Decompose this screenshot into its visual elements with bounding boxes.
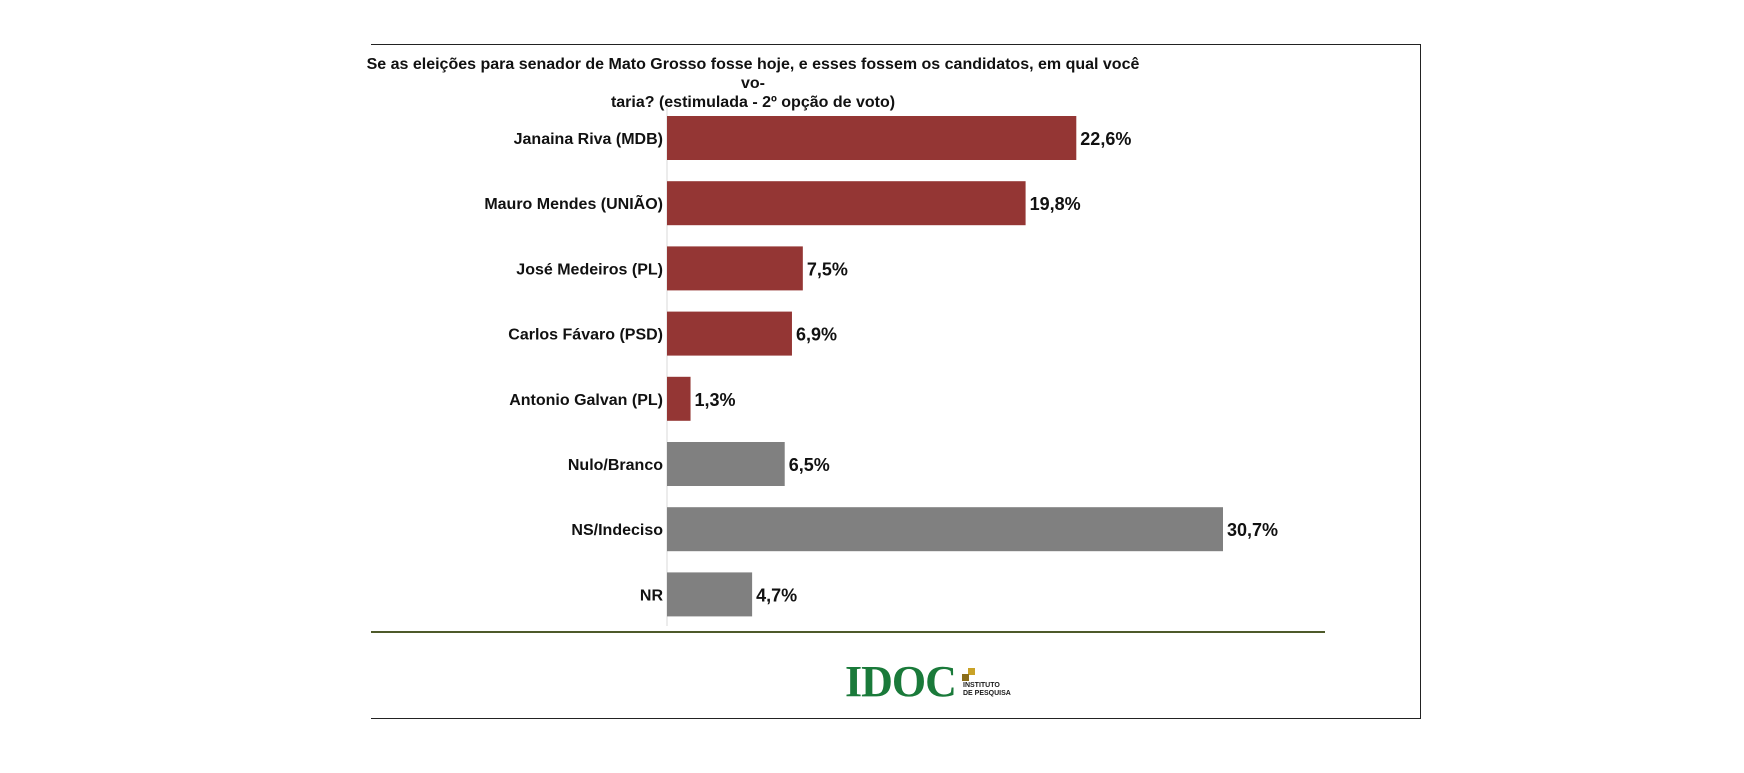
- value-label: 22,6%: [1080, 129, 1131, 149]
- category-label: Janaina Riva (MDB): [514, 131, 663, 148]
- bar: [667, 507, 1223, 552]
- category-label: NS/Indeciso: [571, 522, 663, 539]
- category-label: Carlos Fávaro (PSD): [508, 327, 663, 344]
- logo-square-icon: [962, 674, 969, 681]
- category-label: Nulo/Branco: [568, 457, 663, 474]
- logo-subtitle: INSTITUTO DE PESQUISA: [963, 682, 1011, 697]
- category-label: José Medeiros (PL): [516, 261, 663, 278]
- bar: [667, 376, 691, 421]
- value-label: 1,3%: [695, 390, 736, 410]
- bar: [667, 311, 792, 356]
- bar: [667, 572, 753, 617]
- value-label: 6,9%: [796, 325, 837, 345]
- bar: [667, 181, 1026, 226]
- category-label: Mauro Mendes (UNIÃO): [484, 193, 663, 213]
- value-label: 6,5%: [789, 455, 830, 475]
- chart-title-line-2: taria? (estimulada - 2º opção de voto): [610, 94, 896, 111]
- category-label: Antonio Galvan (PL): [509, 392, 663, 409]
- category-label: NR: [640, 587, 664, 604]
- value-label: 19,8%: [1030, 194, 1081, 214]
- value-label: 4,7%: [756, 585, 797, 605]
- logo-square-icon: [968, 668, 975, 675]
- value-label: 7,5%: [807, 259, 848, 279]
- logo-wordmark: IDOC: [845, 657, 957, 706]
- value-label: 30,7%: [1227, 520, 1278, 540]
- bar: [667, 116, 1077, 160]
- bar: [667, 442, 785, 486]
- bottom-divider: [371, 631, 1325, 633]
- chart-title-line-1: Se as eleições para senador de Mato Gros…: [366, 56, 1140, 92]
- bar: [667, 246, 803, 291]
- chart-title: Se as eleições para senador de Mato Gros…: [353, 55, 1153, 112]
- chart-frame: [371, 44, 1421, 719]
